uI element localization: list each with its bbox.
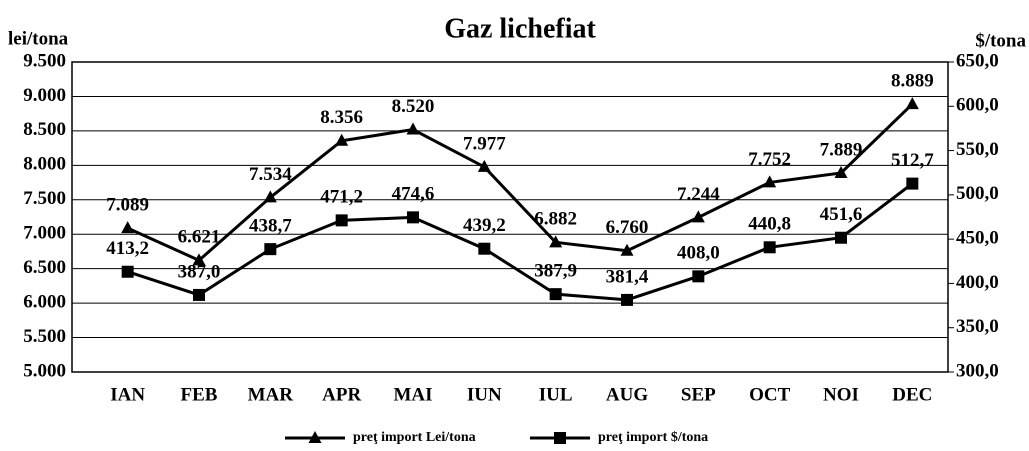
data-label: 438,7 xyxy=(249,216,292,237)
point xyxy=(905,97,919,110)
point xyxy=(549,288,562,301)
point xyxy=(835,231,847,244)
data-label: 8.356 xyxy=(320,107,363,128)
point xyxy=(620,243,634,256)
x-tick-label: IUN xyxy=(467,384,502,405)
data-label: 439,2 xyxy=(463,215,506,236)
x-tick-label: IAN xyxy=(110,384,145,405)
point xyxy=(335,214,348,227)
data-label: 387,0 xyxy=(178,261,221,282)
y2-tick-label: 300,0 xyxy=(956,360,999,381)
y-tick-label: 6.000 xyxy=(23,291,66,312)
y-tick-label: 8.000 xyxy=(23,154,66,175)
point xyxy=(691,210,705,223)
y-axis-label: lei/tona xyxy=(8,28,69,49)
legend-marker xyxy=(554,432,566,444)
point xyxy=(407,211,419,224)
data-label: 8.520 xyxy=(392,96,435,117)
x-tick-label: NOI xyxy=(823,384,859,405)
point xyxy=(906,177,919,190)
point xyxy=(763,241,776,254)
point xyxy=(621,293,633,306)
series-line xyxy=(127,103,914,263)
y-tick-label: 9.000 xyxy=(23,85,66,106)
y-tick-label: 5.500 xyxy=(23,326,66,347)
y2-tick-label: 650,0 xyxy=(956,50,999,71)
y-tick-label: 5.000 xyxy=(23,360,66,381)
point xyxy=(763,175,777,188)
legend-label: preţ import Lei/tona xyxy=(353,430,476,445)
data-label: 451,6 xyxy=(820,204,863,225)
y2-tick-label: 500,0 xyxy=(956,183,999,204)
point xyxy=(478,242,491,255)
point xyxy=(121,221,135,234)
point xyxy=(406,122,420,135)
point xyxy=(692,270,705,283)
plot-frame xyxy=(71,61,949,373)
data-label: 387,9 xyxy=(534,261,577,282)
y2-tick-label: 450,0 xyxy=(956,228,999,249)
data-label: 8.889 xyxy=(891,70,934,91)
data-label: 6.760 xyxy=(606,217,649,238)
data-label: 413,2 xyxy=(106,238,149,259)
point xyxy=(335,133,349,146)
point xyxy=(121,265,134,278)
chart-title: Gaz lichefiat xyxy=(444,13,596,44)
data-label: 7.534 xyxy=(249,164,292,185)
y2-tick-label: 400,0 xyxy=(956,272,999,293)
point xyxy=(477,159,491,172)
y2-tick-label: 600,0 xyxy=(956,95,999,116)
x-tick-label: AUG xyxy=(606,384,648,405)
data-label: 381,4 xyxy=(606,266,649,287)
point xyxy=(834,165,848,178)
x-tick-label: FEB xyxy=(181,384,218,405)
y-tick-label: 7.500 xyxy=(23,188,66,209)
point xyxy=(263,190,277,203)
data-label: 7.889 xyxy=(820,139,863,160)
y-tick-label: 9.500 xyxy=(23,50,66,71)
data-label: 6.621 xyxy=(178,227,221,248)
y2-tick-label: 550,0 xyxy=(956,139,999,160)
data-label: 440,8 xyxy=(748,214,791,235)
y2-tick-label: 350,0 xyxy=(956,316,999,337)
data-label: 474,6 xyxy=(392,184,435,205)
y-tick-label: 6.500 xyxy=(23,257,66,278)
y2-axis-label: $/tona xyxy=(975,30,1026,51)
x-tick-label: OCT xyxy=(749,384,791,405)
y-tick-label: 7.000 xyxy=(23,223,66,244)
data-label: 471,2 xyxy=(320,187,363,208)
point xyxy=(192,253,206,266)
x-tick-label: MAI xyxy=(393,384,432,405)
data-label: 408,0 xyxy=(677,243,720,264)
point xyxy=(193,288,205,301)
x-tick-label: APR xyxy=(322,384,361,405)
data-label: 7.977 xyxy=(463,133,506,154)
data-label: 7.089 xyxy=(106,194,149,215)
data-label: 7.752 xyxy=(748,149,791,170)
point xyxy=(264,243,277,256)
x-tick-label: MAR xyxy=(248,384,294,405)
series-line xyxy=(127,182,914,302)
x-tick-label: DEC xyxy=(892,384,932,405)
data-label: 7.244 xyxy=(677,184,720,205)
x-tick-label: SEP xyxy=(681,384,716,405)
x-tick-label: IUL xyxy=(539,384,573,405)
point xyxy=(549,235,563,248)
data-label: 6.882 xyxy=(534,209,577,230)
data-label: 512,7 xyxy=(891,150,934,171)
legend-marker xyxy=(308,431,322,443)
legend-label: preţ import $/tona xyxy=(598,430,708,445)
y-tick-label: 8.500 xyxy=(23,119,66,140)
